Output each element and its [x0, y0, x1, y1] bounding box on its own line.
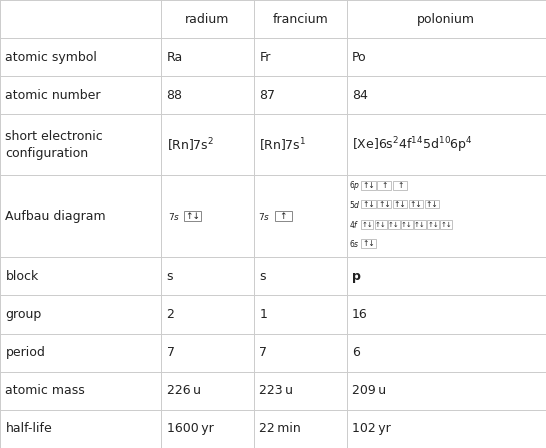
Text: $6s$: $6s$	[349, 238, 360, 249]
Text: ↑↓: ↑↓	[427, 221, 439, 228]
Text: ↑↓: ↑↓	[414, 221, 426, 228]
Text: francium: francium	[272, 13, 328, 26]
Text: 22 min: 22 min	[259, 422, 301, 435]
FancyBboxPatch shape	[361, 199, 376, 208]
Text: Ra: Ra	[167, 51, 183, 64]
Text: ↑↓: ↑↓	[361, 221, 373, 228]
Text: $\mathregular{[Xe]6s^24f^{14}5d^{10}6p^4}$: $\mathregular{[Xe]6s^24f^{14}5d^{10}6p^4…	[352, 135, 473, 155]
Text: 1600 yr: 1600 yr	[167, 422, 213, 435]
Text: short electronic
configuration: short electronic configuration	[5, 130, 103, 160]
FancyBboxPatch shape	[427, 220, 439, 229]
FancyBboxPatch shape	[393, 181, 407, 190]
Text: $7s$: $7s$	[168, 211, 180, 222]
Text: Po: Po	[352, 51, 367, 64]
Text: p: p	[352, 270, 361, 283]
Text: 223 u: 223 u	[259, 384, 293, 397]
Text: ↑↓: ↑↓	[388, 221, 400, 228]
Text: 84: 84	[352, 89, 368, 102]
FancyBboxPatch shape	[361, 220, 373, 229]
FancyBboxPatch shape	[409, 199, 423, 208]
FancyBboxPatch shape	[425, 199, 439, 208]
FancyBboxPatch shape	[361, 239, 376, 248]
Text: s: s	[259, 270, 266, 283]
Text: block: block	[5, 270, 39, 283]
Text: ↑↓: ↑↓	[401, 221, 413, 228]
Text: 226 u: 226 u	[167, 384, 200, 397]
FancyBboxPatch shape	[184, 211, 201, 221]
Text: 87: 87	[259, 89, 275, 102]
Text: ↑↓: ↑↓	[362, 181, 375, 190]
Text: atomic mass: atomic mass	[5, 384, 85, 397]
Text: ↑↓: ↑↓	[410, 199, 423, 208]
FancyBboxPatch shape	[361, 181, 376, 190]
FancyBboxPatch shape	[388, 220, 400, 229]
Text: ↑: ↑	[381, 181, 388, 190]
Text: ↑↓: ↑↓	[394, 199, 407, 208]
FancyBboxPatch shape	[275, 211, 292, 221]
Text: ↑↓: ↑↓	[440, 221, 452, 228]
Text: 88: 88	[167, 89, 182, 102]
Text: 2: 2	[167, 308, 174, 321]
Text: 7: 7	[259, 346, 268, 359]
FancyBboxPatch shape	[375, 220, 387, 229]
Text: group: group	[5, 308, 41, 321]
Text: $5d$: $5d$	[349, 198, 361, 210]
Text: ↑: ↑	[397, 181, 403, 190]
Text: 16: 16	[352, 308, 368, 321]
Text: $\mathregular{[Rn]7s^2}$: $\mathregular{[Rn]7s^2}$	[167, 136, 213, 154]
Text: $7s$: $7s$	[258, 211, 270, 222]
FancyBboxPatch shape	[377, 199, 391, 208]
FancyBboxPatch shape	[401, 220, 413, 229]
FancyBboxPatch shape	[440, 220, 452, 229]
Text: polonium: polonium	[417, 13, 476, 26]
Text: ↑↓: ↑↓	[425, 199, 438, 208]
Text: 7: 7	[167, 346, 175, 359]
Text: radium: radium	[185, 13, 230, 26]
Text: $6p$: $6p$	[349, 180, 361, 193]
Text: ↑↓: ↑↓	[378, 199, 391, 208]
Text: $4f$: $4f$	[349, 219, 360, 230]
Text: ↑↓: ↑↓	[185, 212, 200, 221]
Text: ↑: ↑	[280, 212, 287, 221]
Text: period: period	[5, 346, 45, 359]
Text: Aufbau diagram: Aufbau diagram	[5, 210, 106, 223]
Text: $\mathregular{[Rn]7s^1}$: $\mathregular{[Rn]7s^1}$	[259, 136, 307, 154]
Text: 1: 1	[259, 308, 267, 321]
Text: atomic symbol: atomic symbol	[5, 51, 97, 64]
FancyBboxPatch shape	[377, 181, 391, 190]
Text: 102 yr: 102 yr	[352, 422, 391, 435]
Text: 209 u: 209 u	[352, 384, 387, 397]
Text: s: s	[167, 270, 173, 283]
Text: atomic number: atomic number	[5, 89, 101, 102]
Text: ↑↓: ↑↓	[375, 221, 387, 228]
FancyBboxPatch shape	[393, 199, 407, 208]
Text: 6: 6	[352, 346, 360, 359]
Text: ↑↓: ↑↓	[362, 239, 375, 248]
Text: Fr: Fr	[259, 51, 271, 64]
FancyBboxPatch shape	[414, 220, 426, 229]
Text: ↑↓: ↑↓	[362, 199, 375, 208]
Text: half-life: half-life	[5, 422, 52, 435]
